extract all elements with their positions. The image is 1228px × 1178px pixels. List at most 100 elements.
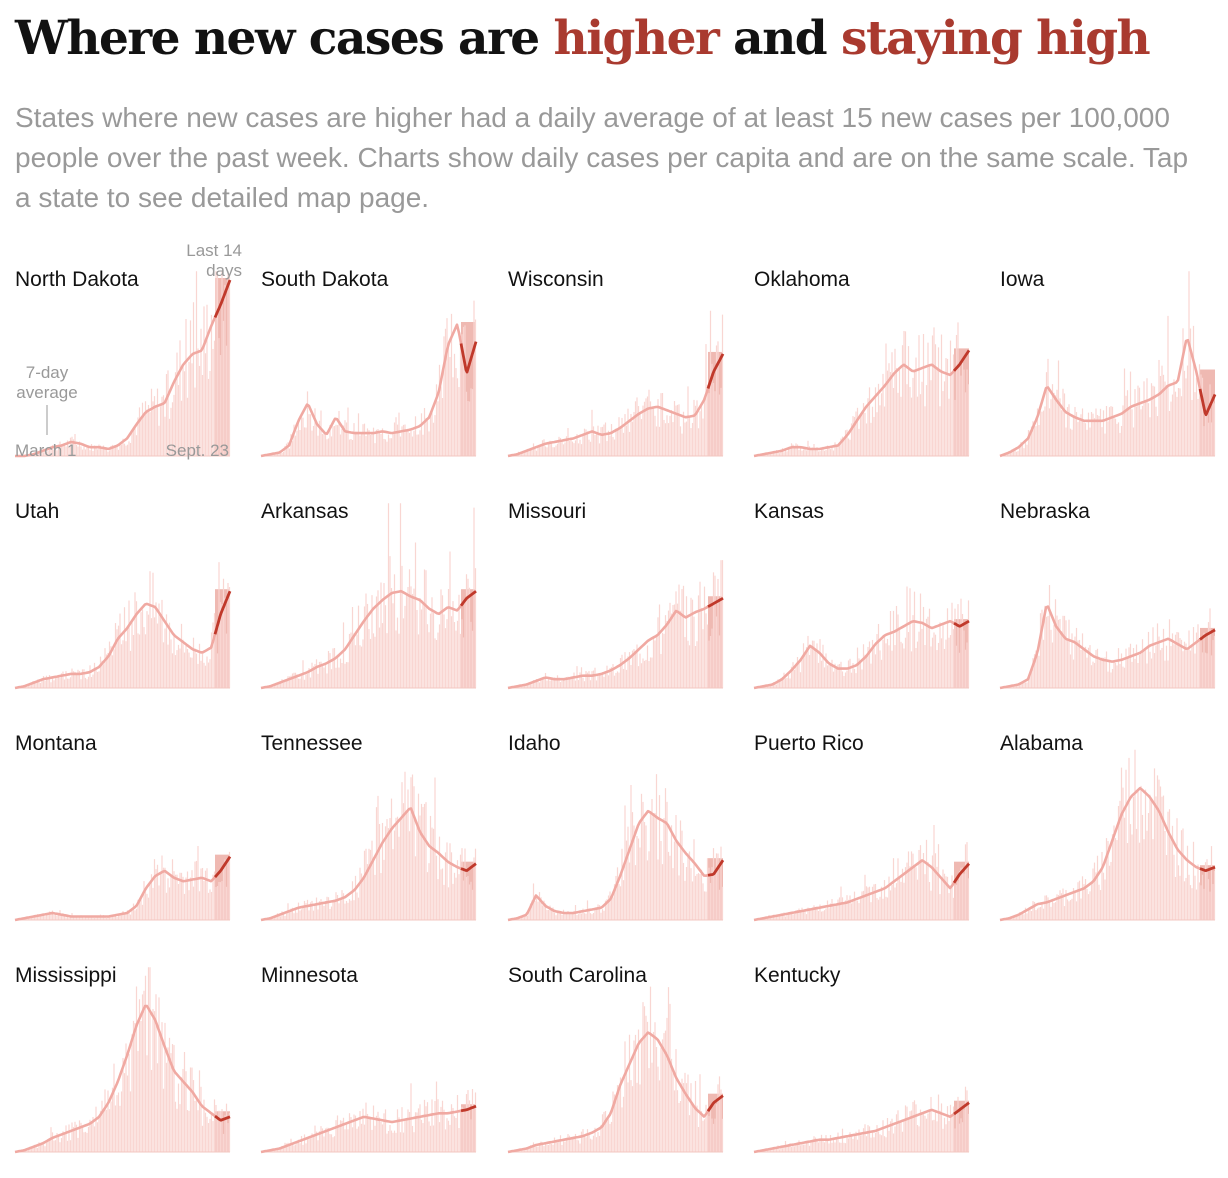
recent-average-line [213, 855, 232, 879]
sparkline [14, 967, 231, 1154]
state-name-label: North Dakota [15, 268, 139, 291]
state-chart-idaho[interactable]: Idaho [507, 714, 738, 946]
state-chart-kentucky[interactable]: Kentucky [753, 946, 984, 1178]
daily-case-bars [261, 771, 477, 920]
small-multiples-grid: North Dakota South Dakota Wisconsin Oklahom… [14, 241, 1228, 1154]
recent-average-line [1199, 628, 1216, 641]
state-chart-missouri[interactable]: Missouri [507, 482, 738, 714]
seven-day-average-line [260, 589, 463, 690]
daily-case-bars [1000, 585, 1216, 688]
state-chart-puerto-rico[interactable]: Puerto Rico [753, 714, 984, 946]
recent-average-line [1199, 865, 1216, 872]
sparkline [999, 749, 1216, 922]
seven-day-average-line [753, 859, 956, 922]
state-chart-oklahoma[interactable]: Oklahoma [753, 250, 984, 482]
state-chart-south-carolina[interactable]: South Carolina [507, 946, 738, 1178]
state-chart-minnesota[interactable]: Minnesota [260, 946, 491, 1178]
state-name-label: South Carolina [508, 964, 647, 987]
seven-day-average-line [507, 809, 709, 922]
daily-case-bars [754, 322, 970, 456]
state-name-label: Missouri [508, 500, 587, 523]
state-chart-wisconsin[interactable]: Wisconsin [507, 250, 738, 482]
last-14-days-label-line2: days [206, 261, 242, 280]
state-name-label: Montana [15, 732, 97, 755]
state-name-label: Mississippi [15, 964, 117, 987]
recent-average-line [953, 1101, 970, 1116]
daily-case-bars [261, 503, 477, 688]
state-chart-tennessee[interactable]: Tennessee [260, 714, 491, 946]
state-chart-arkansas[interactable]: Arkansas [260, 482, 491, 714]
recent-average-line [953, 619, 970, 628]
seven-day-average-line [14, 602, 217, 690]
sparkline [14, 846, 232, 922]
sparkline [15, 271, 232, 458]
sparkline [260, 300, 478, 458]
daily-case-bars [1000, 749, 1216, 920]
state-chart-alabama[interactable]: Alabama [999, 714, 1228, 946]
recent-average-line [459, 341, 478, 374]
sparkline [753, 586, 970, 690]
state-chart-iowa[interactable]: Iowa [999, 250, 1228, 482]
last-14-days-label-line1: Last 14 [186, 241, 242, 260]
seven-day-average-line [999, 338, 1202, 458]
state-name-label: Iowa [1000, 268, 1045, 291]
seven-day-average-label-line2: average [16, 383, 78, 402]
state-name-label: Wisconsin [508, 268, 604, 291]
seven-day-average-label-line1: 7-day [25, 363, 69, 382]
state-chart-north-dakota[interactable]: North Dakota [15, 250, 245, 482]
state-name-label: Kansas [754, 500, 825, 523]
state-name-label: Alabama [1000, 732, 1083, 755]
recent-average-line [460, 1104, 477, 1113]
average-leader-line [46, 405, 48, 435]
sparkline [507, 774, 725, 922]
recent-average-line [706, 1094, 724, 1112]
title-highlight-higher: higher [553, 11, 720, 66]
title-prefix: Where new cases are [15, 11, 554, 66]
seven-day-average-line [260, 1109, 462, 1154]
recent-average-line [707, 859, 725, 877]
seven-day-average-line [260, 323, 463, 458]
sparkline [14, 562, 232, 690]
recent-average-line [459, 590, 477, 607]
state-chart-mississippi[interactable]: Mississippi [14, 946, 245, 1178]
page-subtitle: States where new cases are higher had a … [15, 102, 1189, 213]
state-name-label: Kentucky [754, 964, 841, 987]
seven-day-average-line [999, 605, 1201, 690]
sparkline [507, 310, 725, 458]
state-name-label: Nebraska [1000, 500, 1090, 523]
recent-average-line [460, 862, 477, 872]
title-middle: and [718, 11, 841, 66]
state-name-label: Minnesota [261, 964, 358, 987]
state-name-label: Arkansas [261, 500, 349, 523]
seven-day-average-line [753, 363, 955, 458]
seven-day-average-line [507, 388, 710, 458]
state-chart-montana[interactable]: Montana [14, 714, 245, 946]
daily-case-bars [754, 586, 970, 688]
daily-case-bars [15, 562, 231, 688]
daily-case-bars [15, 846, 231, 920]
state-name-label: Oklahoma [754, 268, 850, 291]
state-chart-kansas[interactable]: Kansas [753, 482, 984, 714]
sparkline [999, 271, 1217, 458]
recent-average-line [1198, 388, 1217, 417]
seven-day-average-line [507, 605, 709, 690]
page-title: Where new cases are higher and staying h… [15, 6, 1151, 72]
daily-case-bars [24, 271, 231, 456]
state-name-label: Utah [15, 500, 60, 523]
state-name-label: Tennessee [261, 732, 363, 755]
sparkline [999, 585, 1216, 690]
sparkline [260, 1081, 477, 1154]
seven-day-average-line [753, 619, 955, 690]
sparkline [260, 771, 477, 922]
recent-average-line [952, 349, 971, 372]
state-chart-nebraska[interactable]: Nebraska [999, 482, 1228, 714]
state-chart-utah[interactable]: Utah [14, 482, 245, 714]
daily-case-bars [508, 986, 724, 1152]
recent-average-line [952, 862, 971, 884]
state-chart-south-dakota[interactable]: South Dakota [260, 250, 491, 482]
seven-day-average-line [14, 1004, 216, 1154]
sparkline [753, 824, 971, 922]
date-end-label: Sept. 23 [165, 441, 229, 460]
seven-day-average-line [15, 316, 217, 458]
seven-day-average-line [999, 786, 1201, 922]
